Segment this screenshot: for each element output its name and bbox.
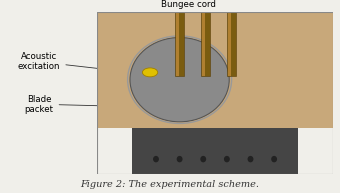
- Ellipse shape: [200, 156, 206, 162]
- Bar: [97, 12, 333, 128]
- Ellipse shape: [130, 37, 229, 122]
- Bar: [176, 12, 179, 76]
- Bar: [201, 12, 210, 76]
- Ellipse shape: [248, 156, 253, 162]
- Text: Figure 2: The experimental scheme.: Figure 2: The experimental scheme.: [81, 180, 259, 189]
- Bar: [227, 12, 236, 76]
- Ellipse shape: [142, 68, 158, 77]
- Ellipse shape: [271, 156, 277, 162]
- Bar: [132, 128, 298, 174]
- Bar: [202, 12, 205, 76]
- Bar: [228, 12, 231, 76]
- Ellipse shape: [224, 156, 230, 162]
- Polygon shape: [82, 184, 340, 193]
- Text: Acoustic
excitation: Acoustic excitation: [18, 52, 112, 71]
- Text: Bungee cord: Bungee cord: [161, 0, 216, 32]
- Ellipse shape: [153, 156, 159, 162]
- Ellipse shape: [177, 156, 183, 162]
- Text: Blade
packet: Blade packet: [24, 95, 112, 114]
- Bar: [175, 12, 184, 76]
